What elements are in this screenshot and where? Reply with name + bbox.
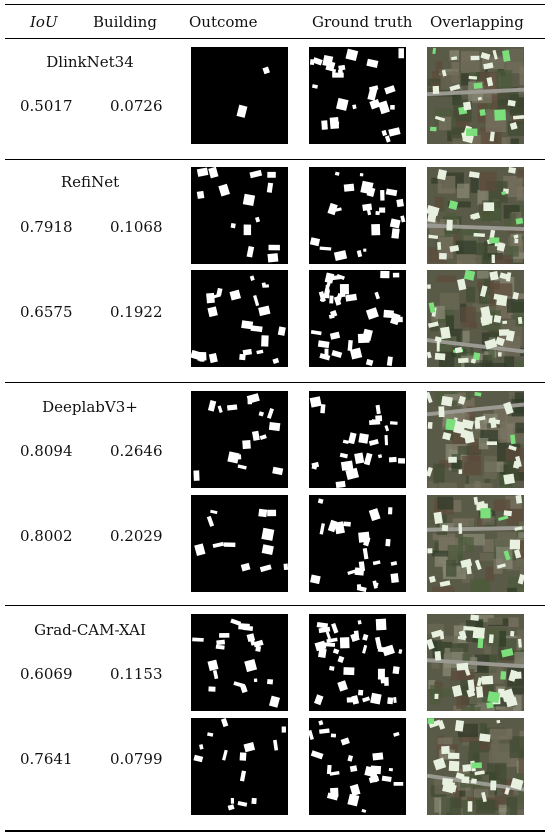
outcome-image xyxy=(191,47,288,144)
outcome-image xyxy=(191,614,288,711)
building-value: 0.0726 xyxy=(110,97,163,115)
building-value: 0.2029 xyxy=(110,527,163,545)
iou-value: 0.8002 xyxy=(20,527,73,545)
overlap-image xyxy=(427,614,524,711)
group-separator xyxy=(5,159,545,160)
iou-value: 0.7918 xyxy=(20,218,73,236)
iou-value: 0.6069 xyxy=(20,665,73,683)
outcome-image xyxy=(191,391,288,488)
overlap-image xyxy=(427,495,524,592)
iou-value: 0.7641 xyxy=(20,750,73,768)
truth-image xyxy=(309,47,406,144)
building-value: 0.1153 xyxy=(110,665,163,683)
header-rule xyxy=(5,38,545,39)
model-name: DlinkNet34 xyxy=(46,53,134,71)
overlap-image xyxy=(427,270,524,367)
outcome-image xyxy=(191,270,288,367)
bottom-rule xyxy=(5,830,545,832)
header-outcome: Outcome xyxy=(189,13,258,31)
group-separator xyxy=(5,382,545,383)
truth-image xyxy=(309,614,406,711)
header-ground-truth: Ground truth xyxy=(312,13,413,31)
iou-value: 0.5017 xyxy=(20,97,73,115)
building-value: 0.1068 xyxy=(110,218,163,236)
overlap-image xyxy=(427,391,524,488)
outcome-image xyxy=(191,167,288,264)
building-value: 0.0799 xyxy=(110,750,163,768)
truth-image xyxy=(309,167,406,264)
truth-image xyxy=(309,391,406,488)
header-overlapping: Overlapping xyxy=(430,13,524,31)
truth-image xyxy=(309,495,406,592)
building-value: 0.1922 xyxy=(110,303,163,321)
model-name: DeeplabV3+ xyxy=(42,398,138,416)
model-name: RefiNet xyxy=(60,173,120,191)
iou-value: 0.6575 xyxy=(20,303,73,321)
overlap-image xyxy=(427,167,524,264)
truth-image xyxy=(309,270,406,367)
iou-value: 0.8094 xyxy=(20,442,73,460)
model-name: Grad-CAM-XAI xyxy=(34,621,146,639)
outcome-image xyxy=(191,495,288,592)
overlap-image xyxy=(427,47,524,144)
header-building: Building xyxy=(93,13,157,31)
header-iou: IoU xyxy=(30,13,58,31)
overlap-image xyxy=(427,718,524,815)
top-rule xyxy=(5,4,545,5)
outcome-image xyxy=(191,718,288,815)
truth-image xyxy=(309,718,406,815)
building-value: 0.2646 xyxy=(110,442,163,460)
group-separator xyxy=(5,605,545,606)
